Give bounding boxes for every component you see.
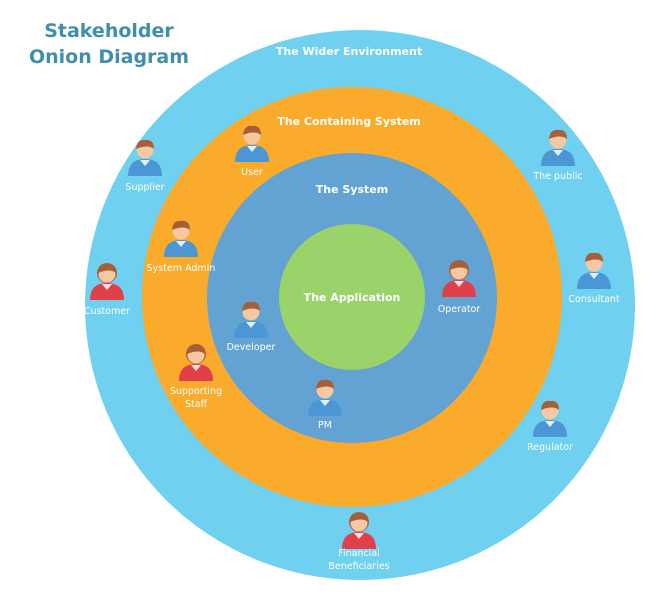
stakeholder-label: Developer bbox=[227, 342, 276, 353]
stakeholder-operator: Operator bbox=[438, 260, 481, 315]
stakeholder-customer: Customer bbox=[84, 263, 130, 317]
stakeholder-label: Customer bbox=[84, 306, 130, 317]
stakeholder-label: Staff bbox=[185, 399, 208, 410]
red-person-icon bbox=[442, 260, 476, 297]
title-line-2: Onion Diagram bbox=[28, 46, 190, 68]
red-person-icon bbox=[342, 512, 376, 549]
stakeholder-label: PM bbox=[318, 420, 332, 431]
stakeholder-label: Beneficiaries bbox=[328, 561, 389, 572]
blue-person-icon bbox=[577, 252, 611, 289]
diagram-title: Stakeholder Onion Diagram bbox=[14, 18, 204, 70]
stakeholder-label: User bbox=[241, 167, 263, 178]
stakeholder-supplier: Supplier bbox=[125, 139, 165, 193]
stakeholder-consultant: Consultant bbox=[568, 252, 620, 305]
stakeholder-financial-beneficiaries: Financial Beneficiaries bbox=[328, 512, 390, 572]
stakeholder-developer: Developer bbox=[227, 301, 276, 353]
title-line-1: Stakeholder bbox=[44, 20, 174, 42]
blue-person-icon bbox=[235, 125, 269, 162]
stakeholder-user: User bbox=[235, 125, 269, 178]
stakeholder-the-public: The public bbox=[532, 129, 583, 182]
ring-application bbox=[279, 224, 425, 370]
ring-label-containing: The Containing System bbox=[277, 115, 421, 128]
stakeholder-label: Operator bbox=[438, 304, 481, 315]
stakeholder-system-admin: System Admin bbox=[147, 220, 216, 274]
blue-person-icon bbox=[234, 301, 268, 338]
blue-person-icon bbox=[164, 220, 198, 257]
stakeholder-regulator: Regulator bbox=[527, 400, 573, 453]
stakeholder-pm: PM bbox=[308, 379, 342, 431]
blue-person-icon bbox=[128, 139, 162, 176]
stakeholder-label: Financial bbox=[338, 548, 380, 559]
red-person-icon bbox=[90, 263, 124, 300]
blue-person-icon bbox=[533, 400, 567, 437]
ring-label-wider: The Wider Environment bbox=[276, 45, 422, 58]
stakeholder-label: Supporting bbox=[170, 386, 222, 397]
stakeholder-label: Consultant bbox=[568, 294, 620, 305]
blue-person-icon bbox=[308, 379, 342, 416]
stakeholder-label: The public bbox=[532, 171, 582, 182]
stakeholder-label: System Admin bbox=[147, 263, 216, 274]
stakeholder-supporting-staff: Supporting Staff bbox=[170, 344, 222, 410]
ring-label-application: The Application bbox=[304, 291, 401, 304]
red-person-icon bbox=[179, 344, 213, 381]
stakeholder-label: Regulator bbox=[527, 442, 573, 453]
ring-label-system: The System bbox=[316, 183, 388, 196]
blue-person-icon bbox=[541, 129, 575, 166]
stakeholder-label: Supplier bbox=[125, 182, 164, 193]
